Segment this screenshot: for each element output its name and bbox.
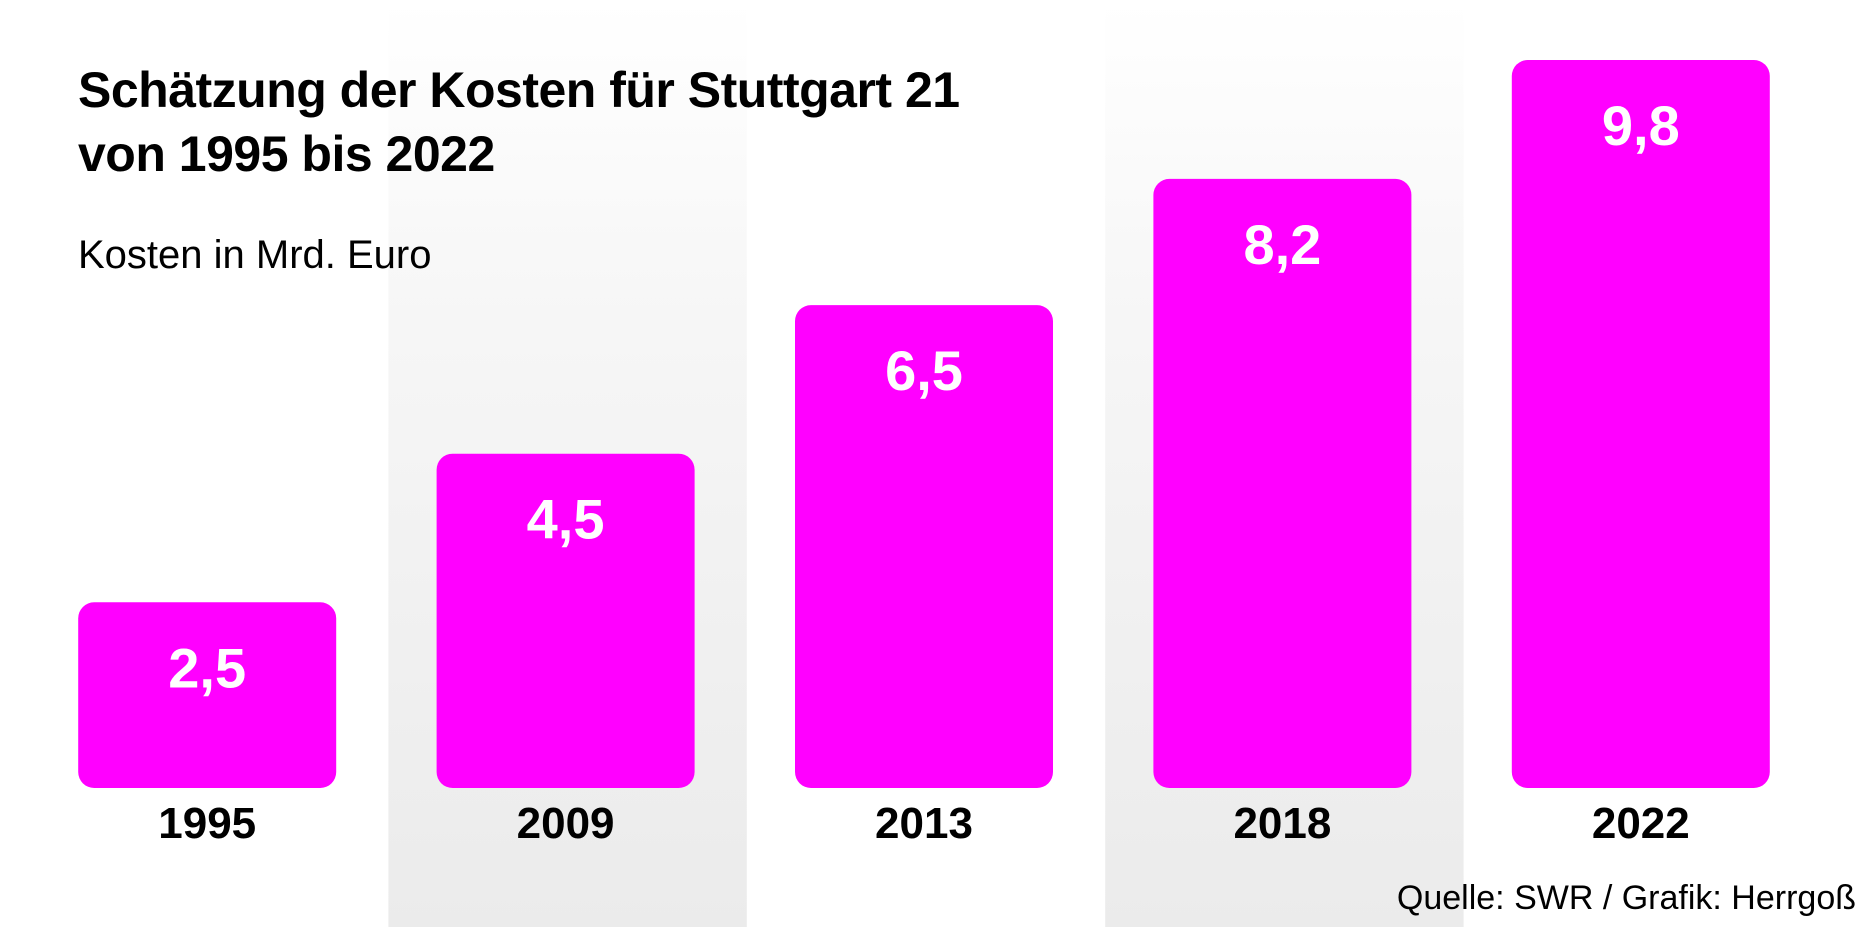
bar-value-label-2022: 9,8 [1602, 94, 1680, 157]
chart-subtitle: Kosten in Mrd. Euro [78, 233, 432, 277]
bar-value-label-1995: 2,5 [168, 636, 246, 699]
bar-2009 [436, 453, 695, 788]
chart-title: Schätzung der Kosten für Stuttgart 21 vo… [78, 58, 1078, 186]
source-credit: Quelle: SWR / Grafik: Herrgoß [1396, 879, 1856, 917]
bar-2018 [1153, 178, 1412, 788]
x-tick-label-2013: 2013 [875, 799, 973, 848]
chart-title-line2: von 1995 bis 2022 [78, 126, 495, 182]
bar-value-label-2013: 6,5 [885, 339, 963, 402]
x-tick-label-2009: 2009 [517, 799, 615, 848]
x-tick-label-2018: 2018 [1233, 799, 1331, 848]
bar-2022 [1511, 60, 1770, 788]
x-tick-label-1995: 1995 [158, 799, 256, 848]
chart-title-line1: Schätzung der Kosten für Stuttgart 21 [78, 62, 960, 118]
bar-value-label-2009: 4,5 [527, 488, 605, 551]
x-tick-label-2022: 2022 [1592, 799, 1690, 848]
bar-value-label-2018: 8,2 [1243, 213, 1321, 276]
bar-2013 [795, 305, 1053, 788]
bar-1995 [78, 602, 337, 788]
